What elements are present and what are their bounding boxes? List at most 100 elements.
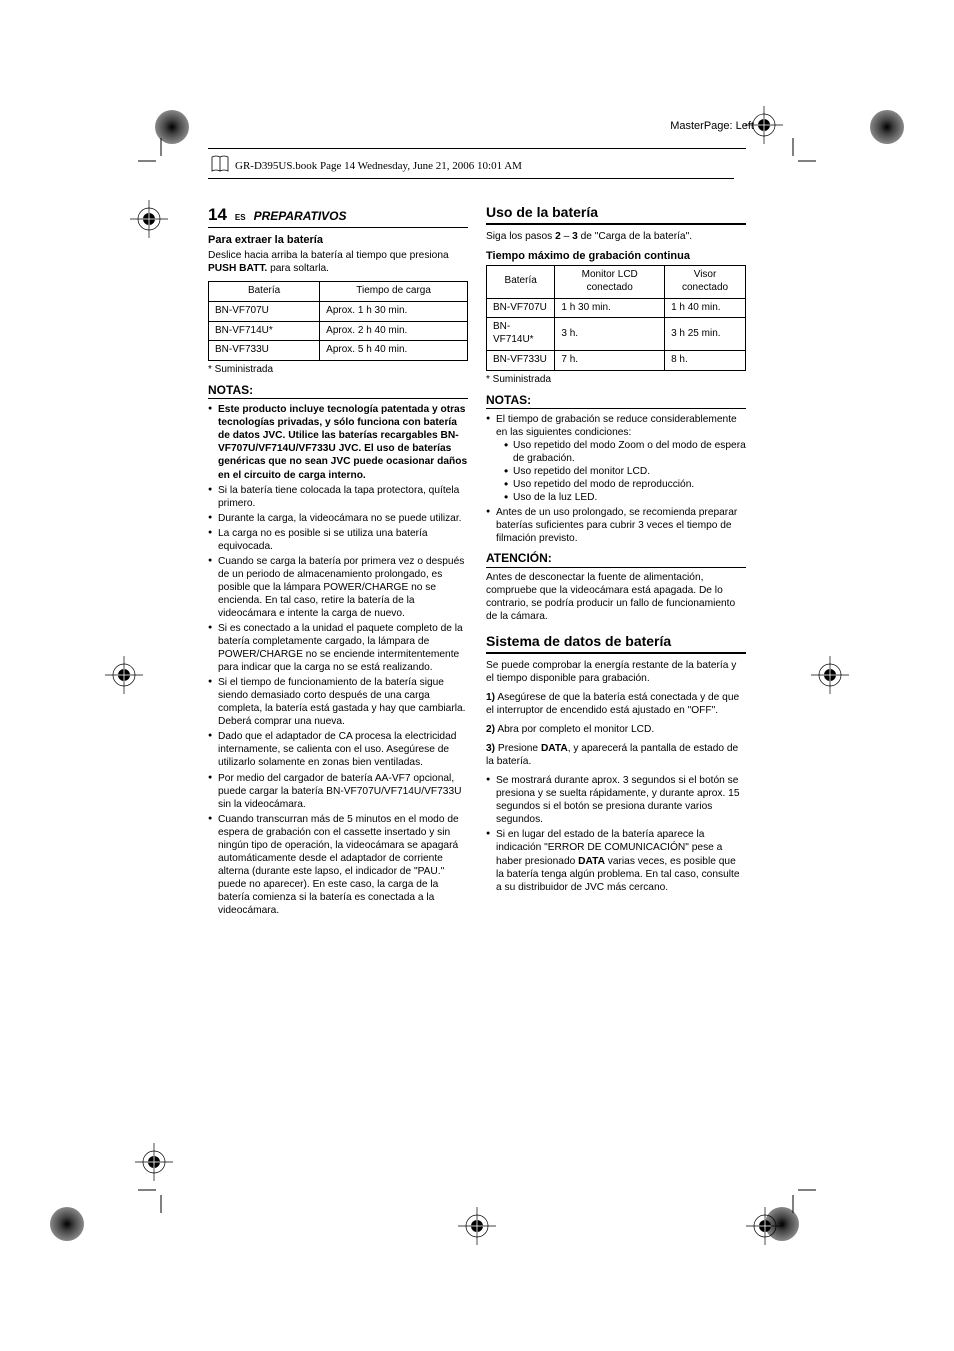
th: Tiempo de carga [320, 281, 468, 301]
registration-mark-bl2 [135, 1143, 173, 1181]
text-bold: DATA [541, 743, 568, 754]
footnote: * Suministrada [486, 374, 746, 387]
text: Siga los pasos [486, 231, 555, 242]
notas-heading: NOTAS: [208, 383, 468, 399]
corner-ornament-bl [50, 1207, 84, 1241]
list-item: Durante la carga, la videocámara no se p… [208, 512, 468, 525]
td: 1 h 30 min. [555, 298, 665, 318]
crop-mark-tl [138, 138, 162, 162]
charge-time-table: Batería Tiempo de carga BN-VF707UAprox. … [208, 281, 468, 361]
para-extraer: Deslice hacia arriba la batería al tiemp… [208, 249, 468, 275]
td: 8 h. [665, 351, 746, 371]
subhead-tiempo: Tiempo máximo de grabación continua [486, 249, 746, 263]
record-time-table: Batería Monitor LCD conectado Visor cone… [486, 265, 746, 371]
list-item: Si el tiempo de funcionamiento de la bat… [208, 676, 468, 728]
list-item: Dado que el adaptador de CA procesa la e… [208, 730, 468, 769]
th: Monitor LCD conectado [555, 266, 665, 299]
page-number: 14 [208, 204, 227, 226]
td: BN-VF714U* [209, 321, 320, 341]
td: BN-VF733U [209, 341, 320, 361]
td: BN-VF707U [487, 298, 555, 318]
th: Visor conectado [665, 266, 746, 299]
book-icon [210, 154, 232, 174]
text: Asegúrese de que la batería está conecta… [486, 692, 739, 716]
corner-ornament-tr [870, 110, 904, 144]
registration-mark-bottom-right [746, 1207, 784, 1245]
list-item: Cuando se carga la batería por primera v… [208, 555, 468, 620]
td: BN-VF707U [209, 301, 320, 321]
td: 7 h. [555, 351, 665, 371]
text: Presione [495, 743, 541, 754]
book-line: GR-D395US.book Page 14 Wednesday, June 2… [235, 160, 522, 172]
list-item: Este producto incluye tecnología patenta… [208, 403, 468, 481]
book-line-rule [208, 178, 734, 179]
crop-mark-br [792, 1189, 816, 1213]
text-bold: PUSH BATT. [208, 263, 267, 274]
header-rule [208, 148, 746, 149]
list-item: Por medio del cargador de batería AA-VF7… [208, 772, 468, 811]
crop-mark-tr [792, 138, 816, 162]
td: BN-VF714U* [487, 318, 555, 351]
heading-sistema: Sistema de datos de batería [486, 633, 746, 654]
step3-bullets: Se mostrará durante aprox. 3 segundos si… [486, 774, 746, 893]
registration-mark-left [105, 656, 143, 694]
list-item: Antes de un uso prolongado, se recomiend… [486, 506, 746, 545]
list-item: La carga no es posible si se utiliza una… [208, 527, 468, 553]
sub-item: Uso repetido del modo de reproducción. [504, 478, 746, 491]
text: de "Carga de la batería". [578, 231, 692, 242]
list-item: El tiempo de grabación se reduce conside… [486, 413, 746, 504]
table-row: BN-VF714U*Aprox. 2 h 40 min. [209, 321, 468, 341]
registration-mark-right [811, 656, 849, 694]
text: Abra por completo el monitor LCD. [495, 724, 654, 735]
footnote: * Suministrada [208, 364, 468, 377]
masterpage-label: MasterPage: Left [670, 120, 754, 132]
right-column: Uso de la batería Siga los pasos 2 – 3 d… [486, 204, 746, 919]
list-item: Si la batería tiene colocada la tapa pro… [208, 484, 468, 510]
sub-item: Uso de la luz LED. [504, 491, 746, 504]
sub-list: Uso repetido del modo Zoom o del modo de… [496, 439, 746, 504]
list-item: Se mostrará durante aprox. 3 segundos si… [486, 774, 746, 826]
list-item: Cuando transcurran más de 5 minutos en e… [208, 813, 468, 917]
page-header: 14 ES PREPARATIVOS [208, 204, 468, 228]
notas-list-right: El tiempo de grabación se reduce conside… [486, 413, 746, 545]
text: El tiempo de grabación se reduce conside… [496, 414, 737, 438]
sub-item: Uso repetido del modo Zoom o del modo de… [504, 439, 746, 465]
text: para soltarla. [267, 263, 329, 274]
registration-mark-tl [130, 200, 168, 238]
heading-uso: Uso de la batería [486, 204, 746, 225]
para-siga: Siga los pasos 2 – 3 de "Carga de la bat… [486, 230, 746, 243]
text: – [561, 231, 572, 242]
para-sistema: Se puede comprobar la energía restante d… [486, 659, 746, 685]
text-bold: DATA [578, 856, 605, 867]
registration-mark-bottom-center [458, 1207, 496, 1245]
table-row: BN-VF733U7 h.8 h. [487, 351, 746, 371]
step-num: 3) [486, 743, 495, 754]
subhead-extraer: Para extraer la batería [208, 233, 468, 247]
atencion-heading: ATENCIÓN: [486, 551, 746, 567]
td: 1 h 40 min. [665, 298, 746, 318]
step-3: 3) Presione DATA, y aparecerá la pantall… [486, 742, 746, 768]
table-row: BN-VF707U1 h 30 min.1 h 40 min. [487, 298, 746, 318]
step-2: 2) Abra por completo el monitor LCD. [486, 723, 746, 736]
list-item: Si es conectado a la unidad el paquete c… [208, 622, 468, 674]
table-row: BN-VF707UAprox. 1 h 30 min. [209, 301, 468, 321]
lang-code: ES [235, 213, 246, 223]
step-num: 1) [486, 692, 495, 703]
td: Aprox. 2 h 40 min. [320, 321, 468, 341]
atencion-text: Antes de desconectar la fuente de alimen… [486, 571, 746, 623]
td: 3 h. [555, 318, 665, 351]
table-row: BN-VF733UAprox. 5 h 40 min. [209, 341, 468, 361]
notas-heading: NOTAS: [486, 393, 746, 409]
text: Deslice hacia arriba la batería al tiemp… [208, 250, 449, 261]
sub-item: Uso repetido del monitor LCD. [504, 465, 746, 478]
td: 3 h 25 min. [665, 318, 746, 351]
left-column: 14 ES PREPARATIVOS Para extraer la bater… [208, 204, 468, 919]
crop-mark-bl [138, 1189, 162, 1213]
step-num: 2) [486, 724, 495, 735]
td: Aprox. 1 h 30 min. [320, 301, 468, 321]
step-1: 1) Asegúrese de que la batería está cone… [486, 691, 746, 717]
notas-list: Este producto incluye tecnología patenta… [208, 403, 468, 917]
table-header-row: Batería Monitor LCD conectado Visor cone… [487, 266, 746, 299]
td: Aprox. 5 h 40 min. [320, 341, 468, 361]
th: Batería [487, 266, 555, 299]
